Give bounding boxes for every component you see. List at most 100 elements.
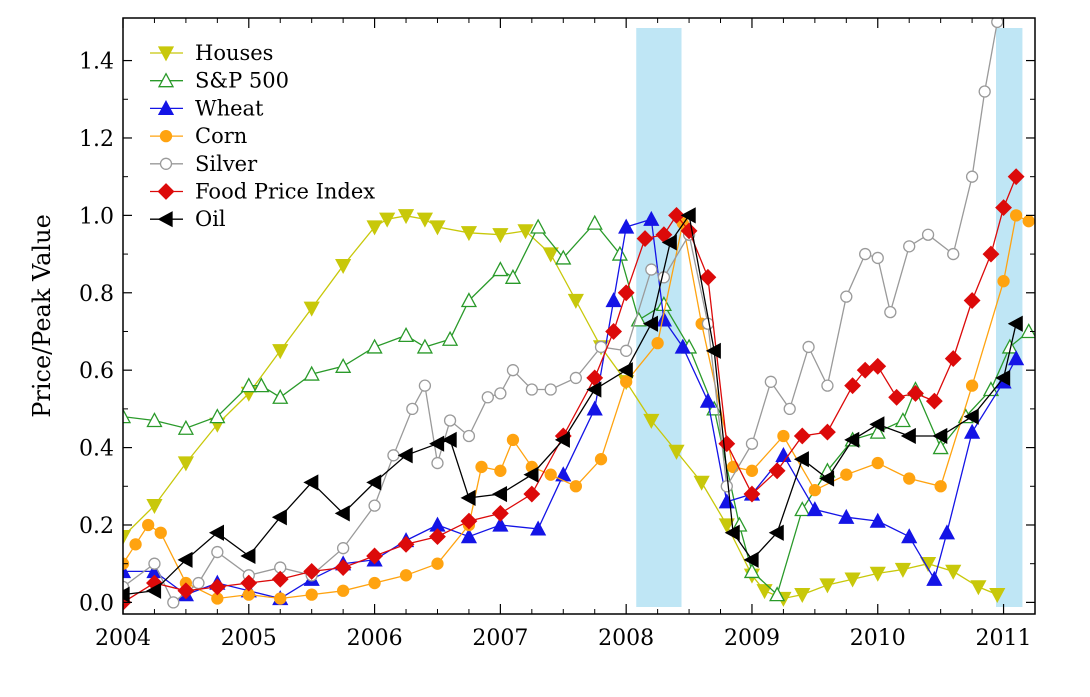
point-silver: [645, 263, 658, 276]
legend-marker-sandp-500: [157, 72, 175, 88]
series-houses: [123, 209, 1006, 607]
point-food-price-index: [636, 230, 654, 248]
point-houses: [366, 220, 383, 236]
point-oil: [1007, 315, 1023, 332]
point-sandp-500: [366, 338, 383, 354]
point-oil: [900, 427, 916, 445]
point-silver: [871, 251, 884, 265]
legend-label: Corn: [195, 124, 247, 148]
point-food-price-index: [963, 292, 981, 309]
y-tick-label: 0.2: [79, 514, 114, 539]
series-wheat: [123, 210, 1025, 606]
point-food-price-index: [460, 512, 478, 530]
point-food-price-index: [944, 350, 962, 367]
point-oil: [334, 505, 350, 522]
point-food-price-index: [208, 578, 226, 596]
point-houses: [146, 498, 163, 515]
series-layer: [123, 18, 1035, 611]
point-houses: [693, 475, 710, 491]
point-food-price-index: [271, 570, 289, 588]
x-tick-label: 2010: [850, 626, 906, 651]
point-houses: [517, 224, 534, 240]
point-oil: [743, 551, 759, 568]
point-houses: [460, 226, 478, 242]
legend-item-silver: Silver: [150, 152, 258, 176]
legend-marker-wheat: [157, 100, 175, 116]
point-corn: [903, 472, 916, 485]
point-food-price-index: [768, 462, 786, 480]
point-houses: [567, 293, 584, 309]
point-houses: [272, 344, 289, 360]
point-houses: [989, 587, 1006, 604]
y-tick-label: 0.4: [79, 437, 114, 462]
point-oil: [492, 485, 508, 503]
point-food-price-index: [869, 357, 887, 375]
point-silver: [978, 85, 991, 98]
y-tick-label: 1.0: [79, 204, 114, 229]
point-corn: [965, 379, 979, 392]
point-corn: [1022, 215, 1035, 228]
point-oil: [661, 234, 677, 251]
point-houses: [718, 518, 735, 534]
point-oil: [932, 427, 948, 445]
point-oil: [208, 524, 224, 541]
series-line-sandp-500: [123, 222, 1030, 596]
point-food-price-index: [605, 323, 623, 340]
point-food-price-index: [856, 361, 874, 379]
legend-label: Food Price Index: [195, 180, 375, 204]
point-corn: [506, 433, 520, 446]
point-sandp-500: [240, 377, 257, 393]
point-houses: [756, 584, 773, 600]
point-wheat: [806, 501, 823, 517]
point-food-price-index: [1007, 168, 1025, 186]
point-houses: [177, 456, 194, 472]
point-silver: [418, 379, 432, 392]
point-silver: [525, 383, 538, 396]
point-oil: [146, 582, 162, 599]
point-corn: [305, 588, 318, 601]
point-silver: [745, 437, 759, 450]
point-wheat: [869, 512, 886, 528]
series-line-oil: [123, 213, 1017, 596]
point-silver: [921, 228, 935, 241]
point-silver: [991, 18, 1004, 29]
point-oil: [844, 431, 860, 448]
point-oil: [397, 447, 413, 464]
legend-item-wheat: Wheat: [150, 96, 264, 120]
legend-marker-corn: [159, 129, 173, 143]
point-sandp-500: [743, 563, 761, 579]
point-silver: [620, 344, 633, 357]
point-food-price-index: [743, 485, 761, 503]
x-tick-label: 2007: [472, 626, 528, 651]
point-food-price-index: [177, 582, 195, 600]
series-line-wheat: [123, 218, 1017, 600]
point-houses: [844, 572, 861, 588]
point-sandp-500: [146, 412, 163, 428]
point-houses: [819, 578, 836, 594]
point-sandp-500: [586, 214, 603, 230]
point-houses: [492, 228, 509, 244]
point-silver: [443, 414, 457, 427]
x-tick-label: 2005: [221, 626, 277, 651]
y-tick-label: 1.4: [79, 50, 114, 75]
point-oil: [303, 474, 319, 491]
point-silver: [859, 247, 872, 261]
legend-marker-food-price-index: [157, 183, 175, 200]
point-oil: [642, 315, 658, 332]
shaded-periods: [636, 28, 1023, 607]
y-axis-title: Price/Peak Value: [28, 214, 56, 418]
series-corn: [123, 209, 1035, 605]
legend-marker-oil: [157, 211, 173, 228]
point-sandp-500: [303, 365, 320, 381]
point-silver: [947, 247, 960, 261]
point-silver: [569, 371, 583, 385]
point-houses: [379, 212, 396, 228]
point-sandp-500: [123, 408, 132, 424]
legend-item-oil: Oil: [150, 207, 226, 231]
point-oil: [441, 431, 457, 448]
point-houses: [643, 413, 660, 429]
point-wheat: [699, 392, 717, 408]
point-houses: [123, 529, 132, 545]
point-silver: [406, 402, 419, 416]
